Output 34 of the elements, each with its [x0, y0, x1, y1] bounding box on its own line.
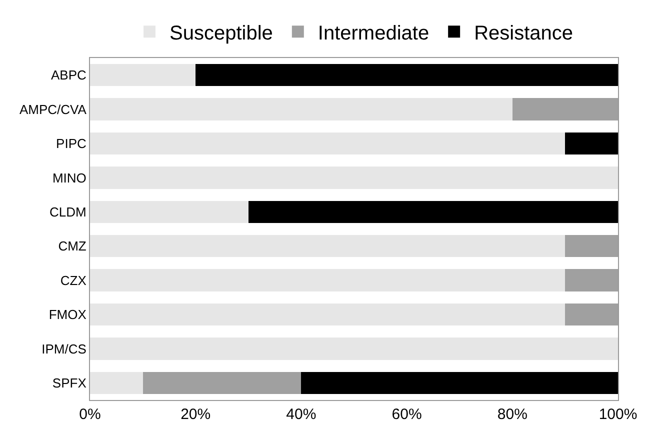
- x-tick-label: 40%: [286, 406, 316, 423]
- bar: [90, 372, 143, 394]
- x-tick-label: 60%: [392, 406, 422, 423]
- bar: [248, 200, 618, 224]
- bar: [301, 372, 618, 394]
- y-tick-label: FMOX: [48, 307, 87, 322]
- x-tick-label: 0%: [79, 406, 101, 423]
- bar: [90, 166, 618, 189]
- y-tick-label: IPM/CS: [42, 341, 87, 356]
- y-tick-label: PIPC: [56, 136, 86, 152]
- bar: [142, 372, 302, 394]
- bar: [90, 303, 566, 326]
- y-tick-label: MINO: [52, 170, 86, 186]
- bar: [90, 98, 512, 120]
- bar: [196, 64, 618, 86]
- bar: [90, 338, 618, 360]
- y-tick-label: CMZ: [58, 238, 86, 254]
- y-tick-label: CLDM: [50, 204, 86, 220]
- y-tick-label: CZX: [60, 272, 87, 288]
- bar: [90, 234, 566, 258]
- bar: [90, 132, 566, 155]
- x-tick-label: 100%: [598, 406, 638, 423]
- legend-label: Susceptible: [170, 22, 273, 44]
- y-tick-label: SPFX: [52, 375, 87, 390]
- x-tick-label: 20%: [180, 406, 211, 423]
- bar: [565, 132, 618, 155]
- x-tick-label: 80%: [497, 406, 528, 423]
- y-tick-label: AMPC/CVA: [19, 102, 87, 117]
- bar: [90, 269, 566, 292]
- legend-label: Resistance: [474, 22, 574, 44]
- bar: [90, 64, 196, 86]
- legend-label: Intermediate: [318, 22, 430, 44]
- y-tick-label: ABPC: [50, 68, 86, 83]
- bar: [90, 200, 248, 224]
